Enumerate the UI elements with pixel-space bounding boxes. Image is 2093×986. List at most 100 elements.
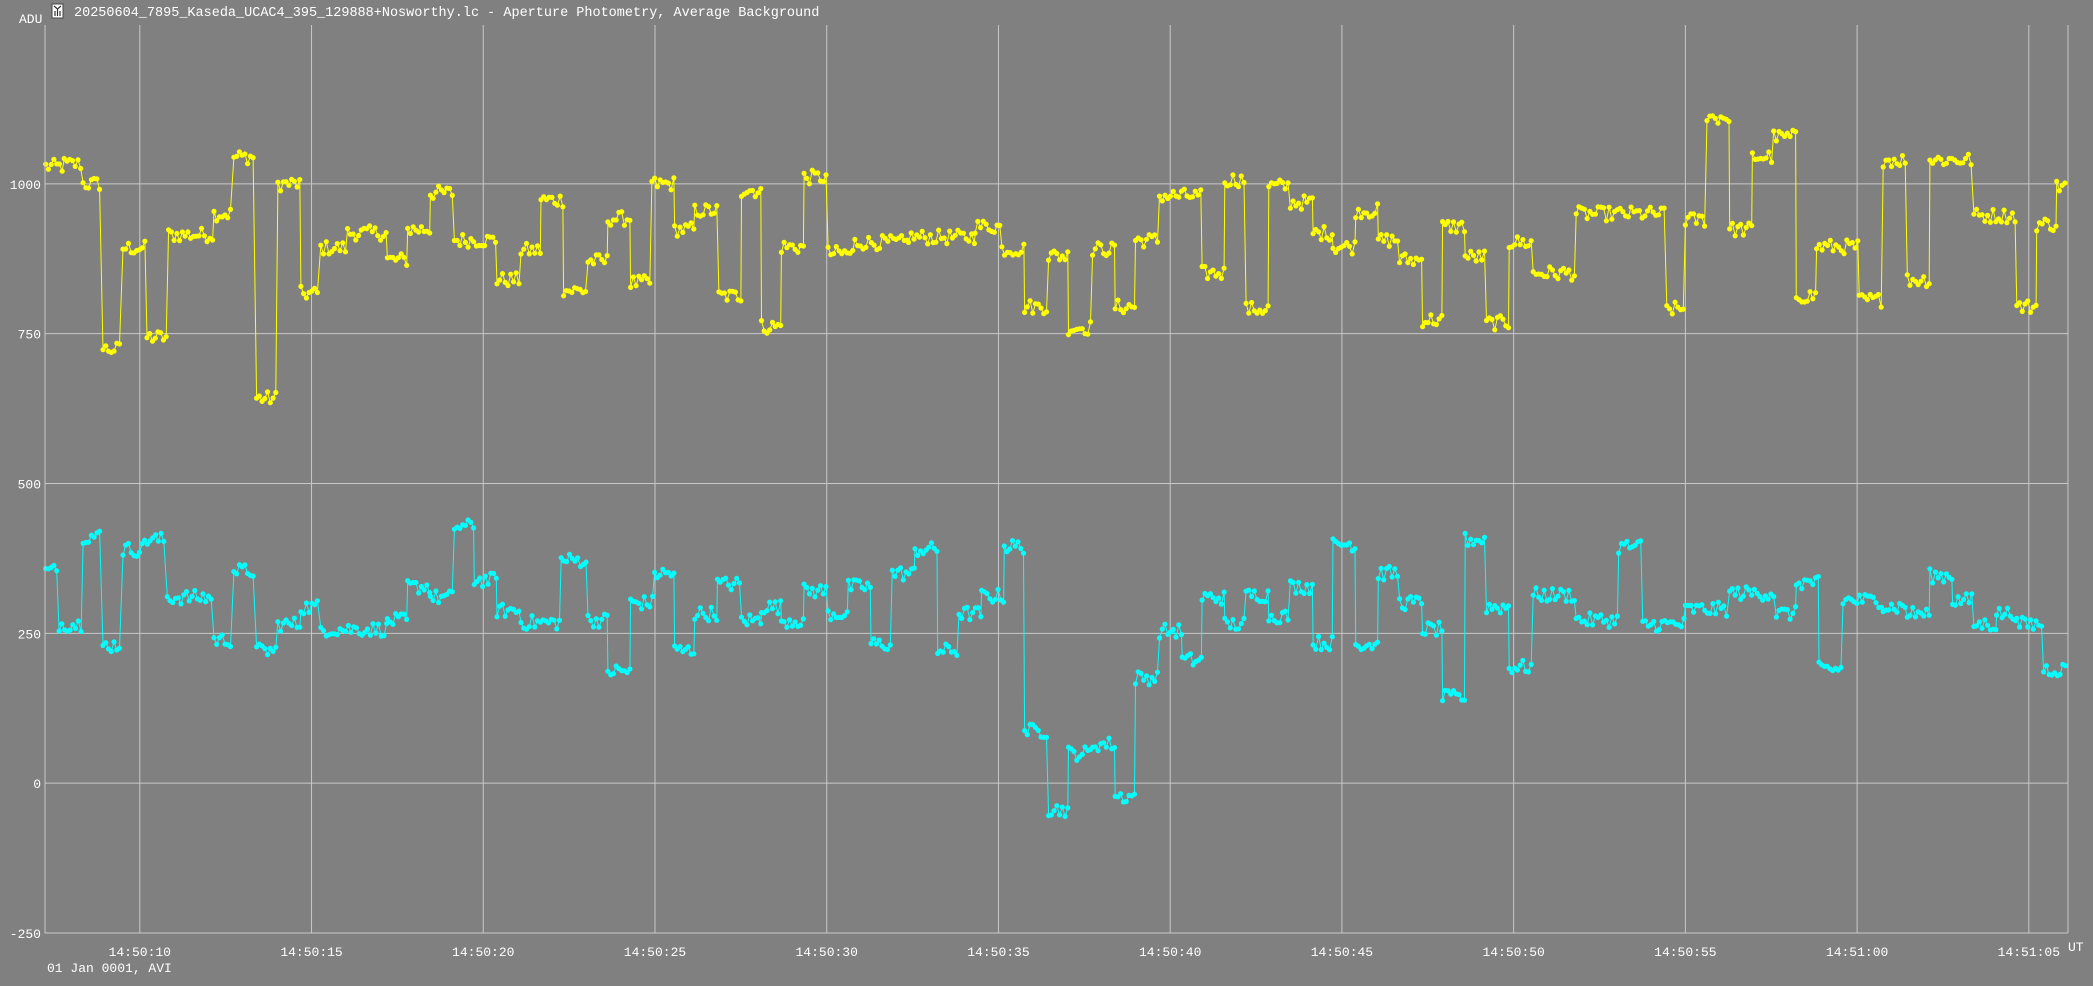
data-point — [413, 579, 419, 586]
data-point — [1930, 580, 1936, 586]
data-point — [1509, 669, 1515, 676]
data-point — [815, 587, 821, 593]
data-point — [1353, 215, 1359, 221]
data-point — [401, 254, 407, 260]
data-point — [721, 290, 728, 296]
data-point — [644, 276, 650, 282]
data-point — [1506, 665, 1512, 672]
data-point — [497, 277, 503, 283]
data-point — [301, 611, 307, 617]
data-point — [561, 293, 567, 299]
data-point — [1840, 601, 1846, 607]
data-point — [1500, 316, 1506, 322]
data-point — [1436, 619, 1442, 625]
data-point — [867, 584, 873, 591]
data-point — [736, 580, 743, 586]
data-point — [1405, 260, 1411, 266]
data-point — [225, 215, 231, 221]
data-point — [111, 639, 117, 645]
data-point — [56, 161, 63, 167]
app-icon — [51, 3, 64, 19]
data-point — [752, 194, 758, 200]
data-point — [1990, 207, 1996, 213]
data-point — [378, 237, 384, 243]
data-point — [755, 190, 761, 196]
data-point — [1027, 298, 1033, 304]
data-point — [604, 253, 610, 259]
data-point — [951, 649, 957, 655]
data-point — [1386, 563, 1392, 570]
data-point — [856, 578, 863, 584]
data-point — [182, 233, 188, 239]
data-point — [1520, 657, 1526, 663]
data-point — [94, 176, 100, 182]
data-point — [1120, 310, 1127, 316]
data-point — [86, 539, 92, 545]
data-point — [291, 178, 297, 184]
data-point — [1307, 590, 1313, 597]
data-point — [665, 180, 672, 186]
data-point — [1547, 596, 1553, 603]
y-tick-label: 750 — [18, 328, 41, 343]
data-point — [604, 612, 610, 618]
data-point — [781, 239, 787, 245]
data-point — [1178, 631, 1185, 638]
data-point — [1563, 598, 1569, 604]
data-point — [992, 596, 999, 603]
data-point — [947, 228, 953, 234]
data-point — [1651, 618, 1657, 625]
data-point — [1746, 587, 1752, 593]
data-point — [43, 161, 49, 167]
data-point — [873, 641, 880, 647]
data-point — [1985, 622, 1991, 628]
data-point — [1827, 237, 1833, 243]
data-point — [337, 248, 343, 254]
data-point — [407, 230, 413, 237]
data-point — [557, 193, 563, 199]
data-point — [1479, 540, 1485, 546]
data-point — [353, 237, 359, 243]
data-point — [1241, 179, 1247, 186]
data-point — [1408, 594, 1414, 600]
data-point — [995, 586, 1001, 593]
data-point — [203, 599, 209, 605]
data-point — [1514, 667, 1520, 673]
data-point — [946, 643, 952, 650]
data-point — [848, 587, 854, 593]
data-point — [804, 175, 810, 181]
data-point — [1966, 600, 1972, 606]
data-point — [75, 618, 81, 624]
data-point — [652, 175, 658, 181]
data-point — [1022, 309, 1028, 315]
data-point — [1691, 211, 1697, 217]
data-point — [1816, 241, 1822, 248]
data-point — [1481, 248, 1488, 254]
data-point — [758, 621, 764, 627]
data-point — [915, 552, 921, 559]
series-line — [45, 519, 2066, 819]
data-point — [474, 578, 480, 585]
data-point — [485, 581, 491, 587]
data-point — [262, 396, 268, 402]
data-point — [2025, 298, 2031, 304]
data-point — [628, 284, 634, 290]
data-point — [1841, 251, 1847, 257]
data-point — [1740, 232, 1746, 238]
data-point — [342, 249, 349, 255]
data-point — [1024, 304, 1030, 310]
date-label: 01 Jan 0001, AVI — [47, 961, 172, 976]
data-point — [601, 260, 608, 266]
data-point — [1241, 615, 1247, 622]
data-point — [2063, 663, 2069, 669]
data-point — [1571, 598, 1577, 604]
data-point — [537, 250, 543, 256]
data-point — [1702, 223, 1708, 229]
data-point — [650, 593, 656, 600]
data-point — [554, 202, 561, 208]
data-point — [1176, 194, 1182, 200]
data-point — [1048, 812, 1054, 818]
data-point — [1854, 600, 1860, 607]
data-point — [499, 271, 506, 277]
data-point — [1960, 160, 1966, 166]
data-point — [1625, 214, 1631, 220]
